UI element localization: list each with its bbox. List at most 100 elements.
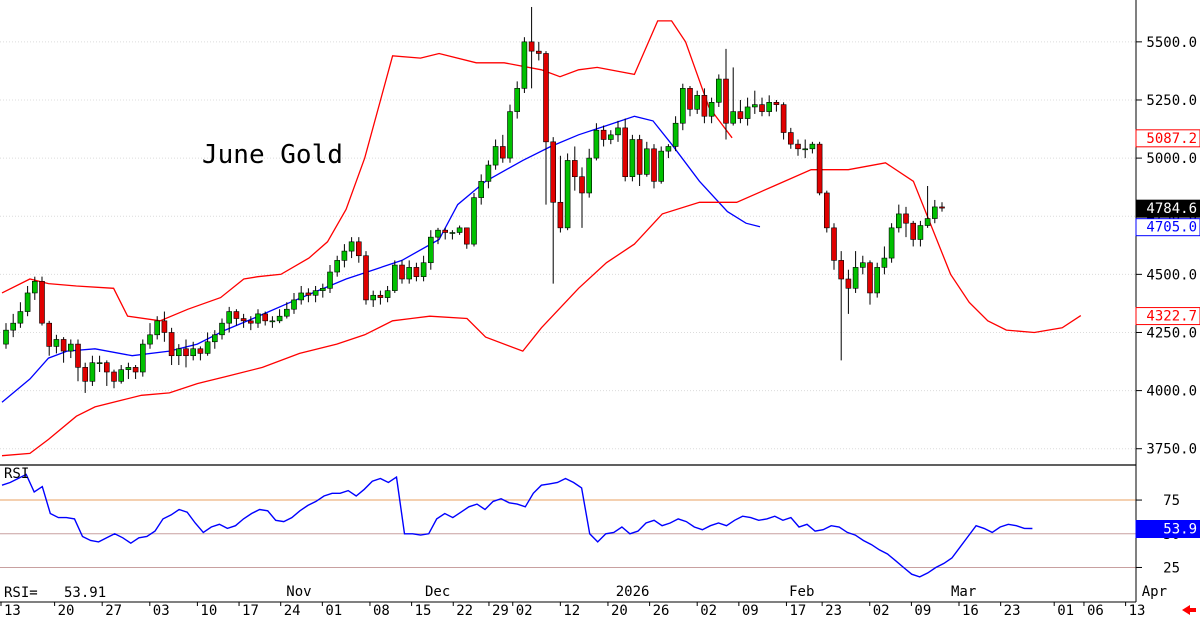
candle	[816, 141, 823, 196]
candle-body	[564, 160, 571, 229]
candle	[132, 365, 139, 379]
candle-body	[262, 313, 269, 322]
candle-body	[406, 267, 413, 280]
day-label: 20	[611, 603, 628, 619]
candle-body	[838, 260, 845, 280]
month-label: 2026	[616, 584, 650, 600]
candle-body	[204, 341, 211, 354]
candle	[499, 134, 506, 163]
candle	[82, 362, 88, 393]
candle-body	[24, 292, 31, 312]
day-label: 01	[1057, 603, 1074, 619]
candle-body	[176, 348, 182, 357]
band-value-label: 4322.7	[1146, 309, 1197, 325]
candle	[39, 276, 45, 326]
candle-body	[233, 311, 240, 319]
candle	[183, 339, 189, 368]
candle	[60, 337, 67, 363]
candle-body	[391, 264, 398, 291]
candle	[96, 355, 103, 372]
candle	[283, 302, 290, 319]
candle	[485, 160, 492, 189]
rsi-title: RSI	[4, 466, 29, 482]
candle-body	[888, 227, 895, 259]
band-line	[1, 162, 1082, 457]
candle	[68, 339, 74, 359]
candle-body	[89, 362, 96, 382]
candle-body	[571, 160, 578, 178]
candle-body	[363, 255, 369, 301]
candle	[514, 81, 521, 119]
candle-body	[543, 53, 549, 143]
candle-body	[82, 367, 88, 382]
candle-body	[96, 362, 103, 365]
candle	[463, 227, 470, 249]
candle	[276, 309, 283, 324]
candle-body	[471, 197, 477, 245]
candle-body	[766, 102, 773, 112]
month-label: Apr	[1142, 584, 1167, 600]
candle	[391, 260, 398, 293]
candle-body	[240, 318, 247, 322]
candle-body	[104, 362, 110, 373]
candle-body	[521, 41, 528, 89]
middle-band-label: 4705.0	[1146, 220, 1197, 236]
candle	[910, 220, 917, 247]
rsi-tick-label: 75	[1163, 493, 1180, 509]
candle	[679, 83, 686, 131]
candle-body	[478, 181, 485, 198]
candle	[543, 51, 549, 205]
candle-body	[334, 260, 341, 273]
candle-body	[687, 88, 693, 110]
day-label: 09	[742, 603, 759, 619]
candle-body	[219, 322, 225, 336]
candle	[355, 237, 362, 263]
candle	[838, 251, 845, 361]
candle	[881, 246, 888, 275]
candle	[305, 288, 312, 303]
candle	[903, 206, 909, 238]
candle	[370, 290, 377, 307]
day-label: 01	[325, 603, 342, 619]
candle	[917, 220, 924, 247]
candle-body	[600, 129, 607, 140]
candle	[125, 362, 132, 379]
candle-body	[744, 106, 751, 119]
candle	[874, 262, 881, 298]
candle	[615, 120, 621, 142]
candle-body	[593, 129, 600, 159]
candle	[176, 344, 182, 366]
candle-body	[651, 148, 657, 182]
candle	[233, 309, 240, 326]
rsi-tick-label: 25	[1163, 560, 1180, 576]
candle	[46, 320, 53, 356]
candle-body	[377, 294, 384, 298]
candle	[665, 144, 672, 159]
candle	[694, 90, 701, 114]
axes	[0, 0, 1142, 606]
candle	[780, 102, 787, 140]
scroll-left-arrow-icon[interactable]	[1182, 605, 1196, 615]
candle	[197, 346, 204, 361]
day-label: 23	[825, 603, 842, 619]
candle-body	[615, 127, 621, 136]
price-tick-label: 5250.0	[1146, 93, 1197, 109]
candle-body	[924, 218, 931, 226]
day-label: 03	[153, 603, 170, 619]
candle-body	[53, 339, 60, 347]
candle-body	[528, 41, 535, 52]
candle	[456, 225, 463, 235]
candle	[319, 283, 326, 298]
day-label: 16	[962, 603, 979, 619]
middle-band-label-box	[1135, 218, 1200, 237]
candle	[730, 67, 737, 126]
candle-body	[305, 292, 312, 296]
candle	[593, 123, 600, 161]
rsi-line	[1, 473, 1033, 578]
candle-body	[68, 343, 74, 352]
candle-body	[586, 157, 593, 194]
candle	[269, 316, 276, 328]
candle	[190, 341, 196, 361]
last-price-label-box	[1135, 199, 1200, 218]
candle-body	[816, 143, 823, 194]
